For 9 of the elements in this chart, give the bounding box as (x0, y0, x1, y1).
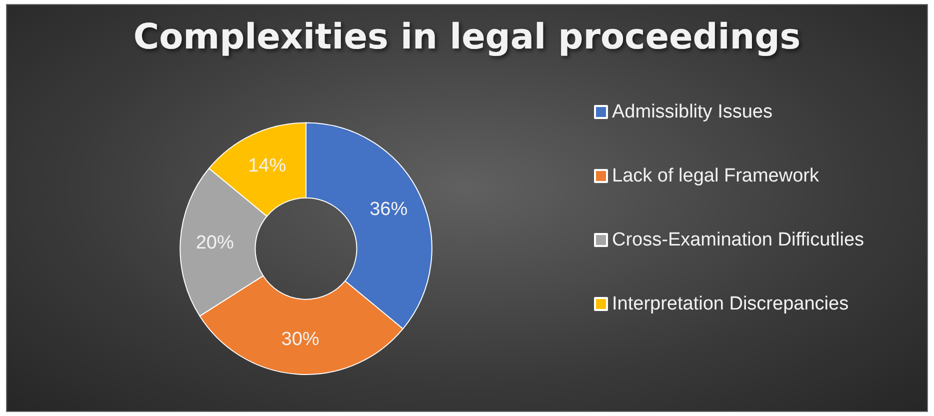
legend-label: Admissiblity Issues (612, 102, 772, 122)
data-label: 36% (370, 199, 408, 220)
chart-title: Complexities in legal proceedings (133, 18, 801, 58)
data-label: 30% (281, 329, 320, 350)
legend-label: Cross-Examination Difficutlies (612, 230, 864, 250)
data-label: 20% (196, 232, 234, 254)
legend-label: Lack of legal Framework (612, 166, 820, 186)
legend-label: Interpretation Discrepancies (612, 294, 849, 314)
data-label: 14% (248, 155, 286, 176)
